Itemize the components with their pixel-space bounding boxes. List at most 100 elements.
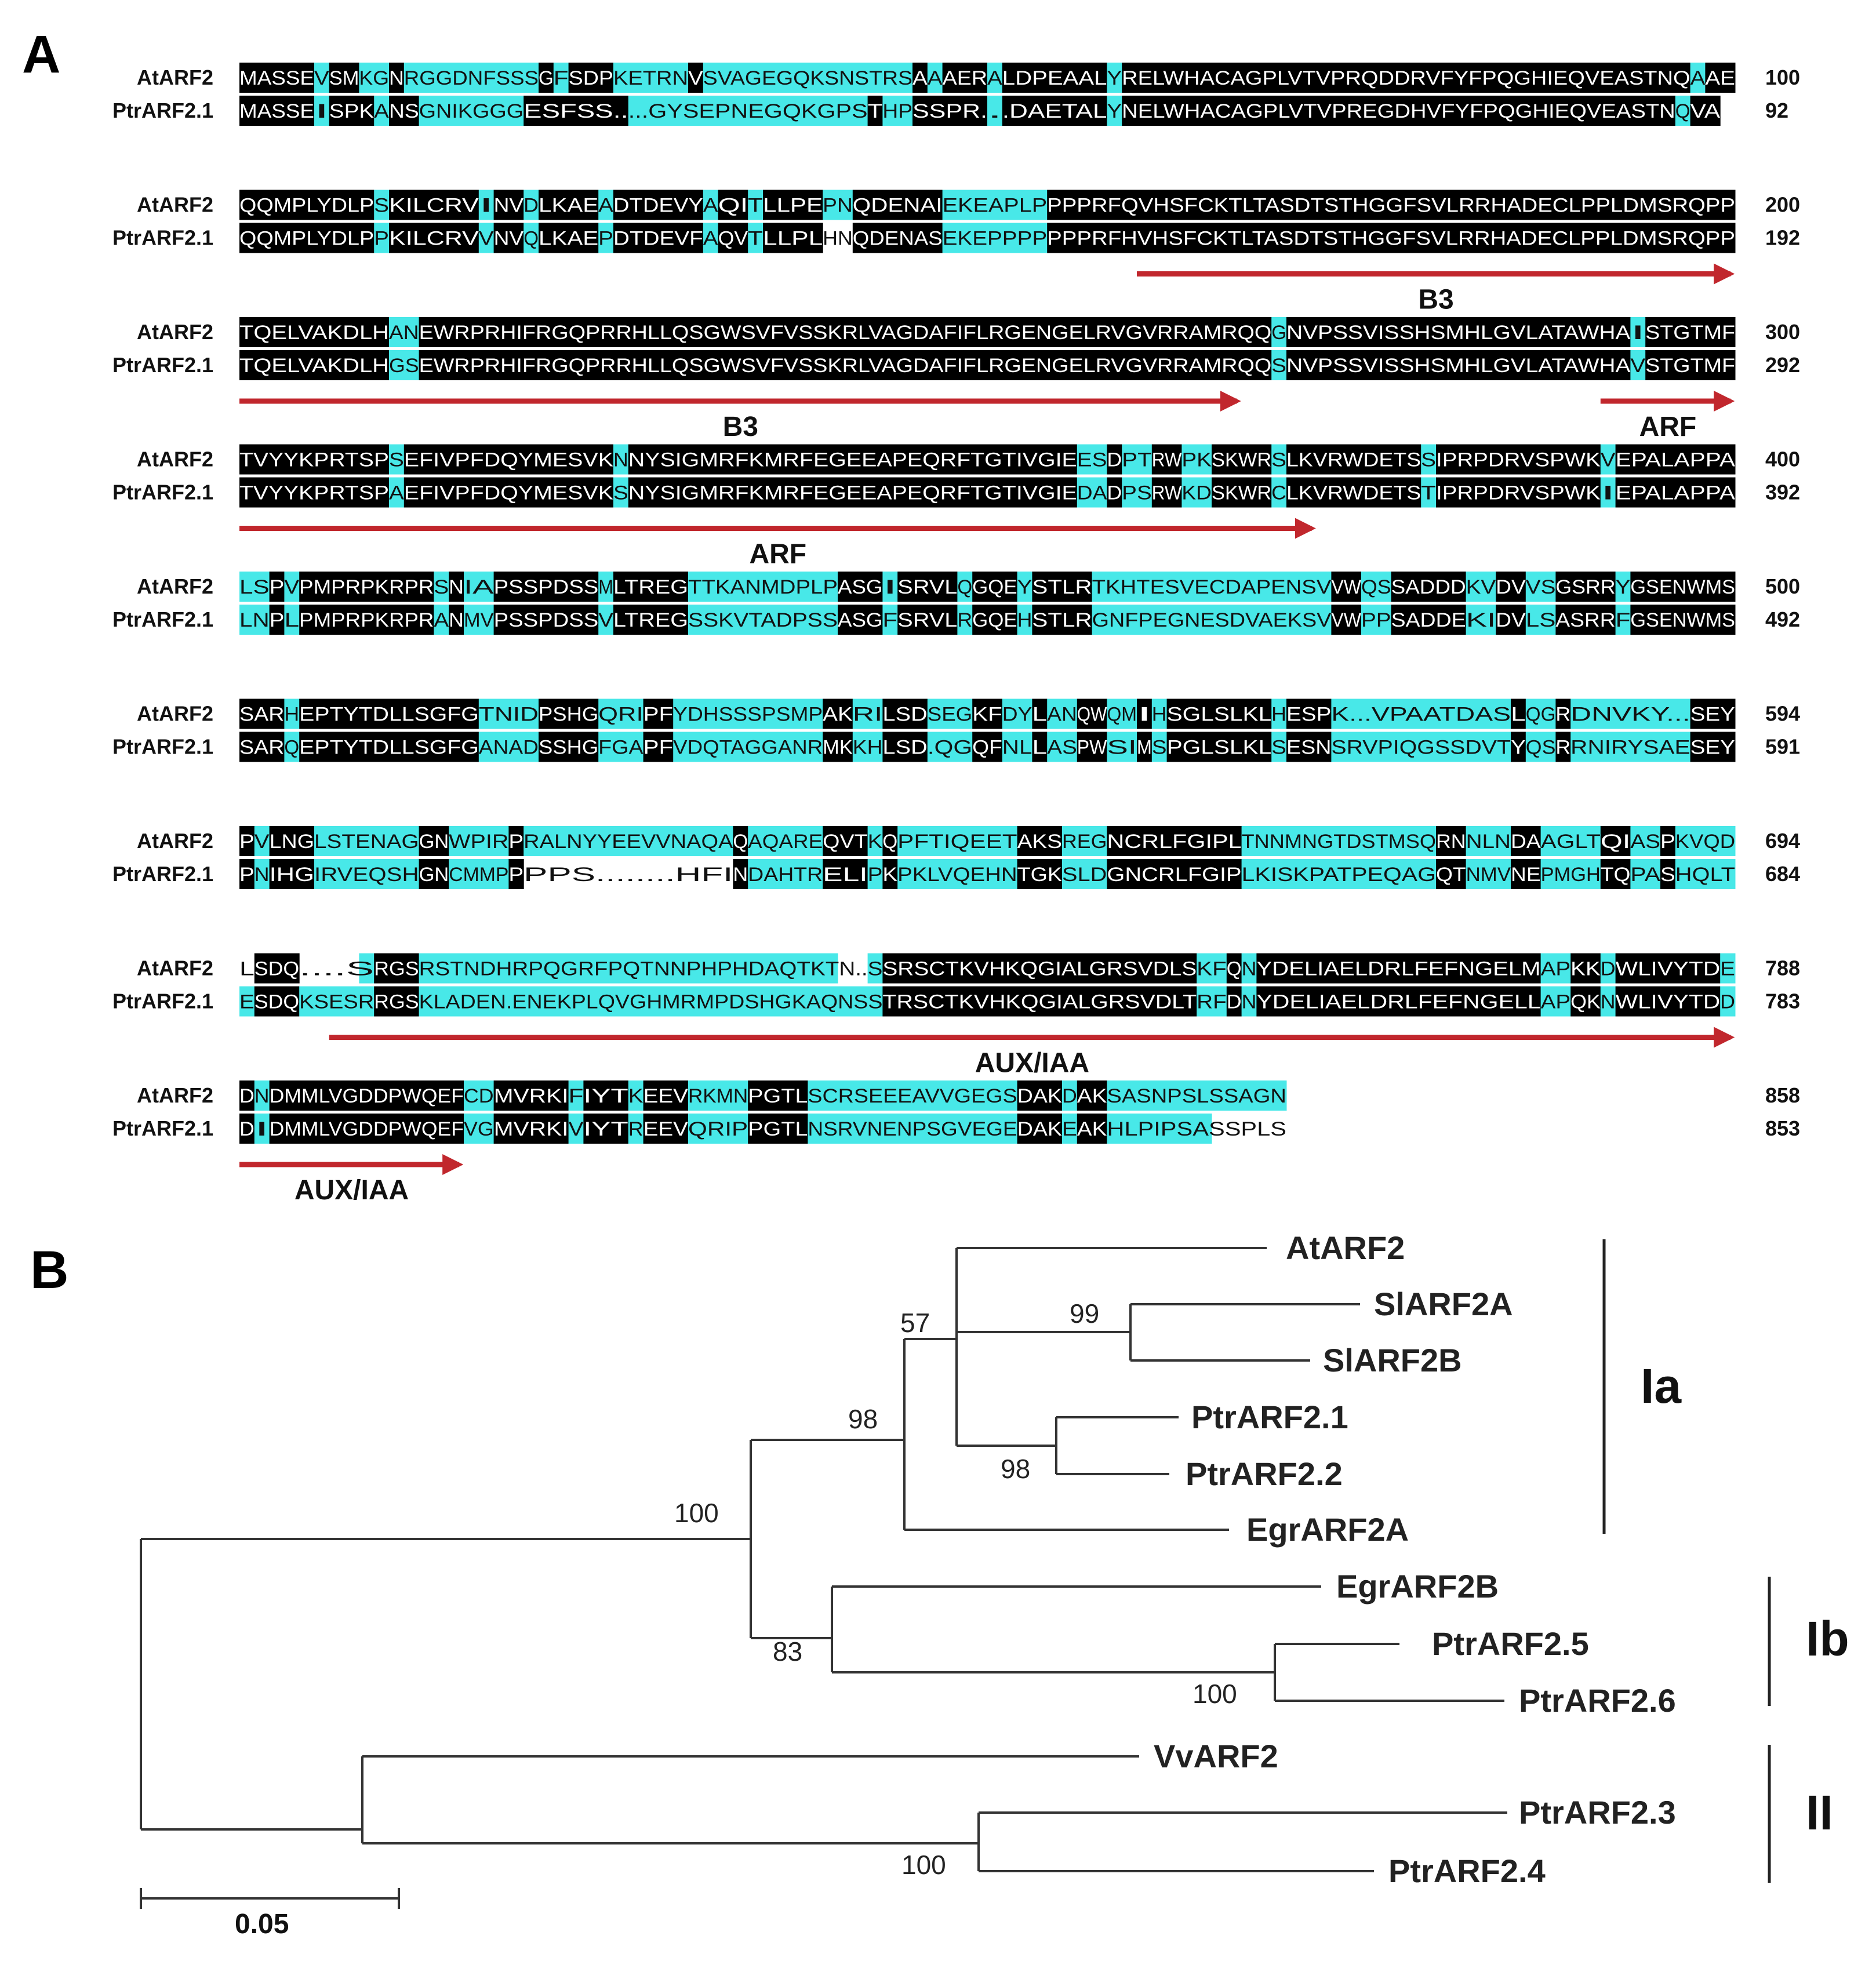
panel-label-a: A: [22, 25, 60, 84]
alignment-row: SAR H EPTYTDLLSGFG TNID PSHG QRI PF YDHSSSPSMP A…: [137, 698, 1800, 729]
identical-residue-block: [539, 223, 599, 253]
residue-run: PW: [1077, 737, 1107, 759]
residue-run: RGS: [374, 991, 419, 1013]
residue-run: T: [748, 228, 763, 250]
residue-run: NE: [1511, 864, 1541, 886]
residue-run: RN: [1436, 831, 1466, 853]
identical-residue-block: [942, 63, 988, 93]
alignment-row: TQELVAKDLH AN EWRPRHIFRGQPRRHLLQSGWSVFVSSK…: [137, 317, 1800, 347]
taxon-label: AtARF2: [1286, 1229, 1405, 1266]
residue-run: EKEPPPP: [943, 228, 1048, 250]
residue-run: A: [928, 67, 943, 89]
identical-residue-block: [643, 732, 674, 762]
residue-run: KF: [1197, 958, 1227, 980]
similar-residue-block: [1540, 986, 1571, 1017]
identical-residue-block: [1002, 96, 1107, 126]
residue-run: P: [508, 831, 523, 853]
similar-residue-block: [703, 63, 913, 93]
identical-residue-block: [613, 605, 689, 635]
similar-residue-block: [867, 953, 883, 984]
similar-residue-block: [464, 1114, 495, 1144]
similar-residue-block: [419, 986, 883, 1017]
similar-residue-block: [867, 859, 883, 889]
residue-run: RGGDNFSSS: [404, 67, 539, 89]
identical-residue-block: [508, 826, 524, 856]
identical-residue-block: [389, 223, 479, 253]
similar-residue-block: [1017, 605, 1032, 635]
similar-residue-block: [1570, 698, 1691, 729]
identical-residue-block: [1032, 572, 1093, 602]
residue-run: AK: [823, 704, 853, 726]
residue-run: A: [434, 609, 449, 631]
similar-residue-block: [942, 223, 1048, 253]
similar-residue-block: [1466, 572, 1496, 602]
residue-run: I: [1601, 482, 1616, 504]
residue-run: N: [449, 609, 464, 631]
similar-residue-block: [1525, 732, 1556, 762]
identical-residue-block: [643, 1080, 689, 1111]
residue-run: EEV: [643, 1118, 689, 1140]
similar-residue-block: [1181, 477, 1212, 508]
residue-run: SSHG: [539, 737, 598, 759]
similar-residue-block: [1615, 605, 1631, 635]
similar-residue-block: [1271, 317, 1287, 347]
residue-run: YDELIAELDRLFEFNGELL: [1256, 991, 1540, 1013]
residue-run: AS: [1047, 737, 1077, 759]
identical-residue-block: [643, 1114, 689, 1144]
taxon-label: PtrARF2.3: [1519, 1794, 1676, 1831]
similar-residue-block: [389, 444, 405, 475]
residue-run: HP: [882, 100, 912, 122]
similar-residue-block: [284, 572, 300, 602]
sequence-name: PtrARF2.1: [112, 1116, 213, 1140]
residue-run: SRVL: [897, 576, 957, 598]
identical-residue-block: [1600, 859, 1631, 889]
residue-run: M: [598, 576, 613, 598]
similar-residue-block: [239, 605, 270, 635]
similar-residue-block: [1525, 698, 1556, 729]
identical-residue-block: [299, 572, 434, 602]
alignment-row: L SDQ ....S RGS RSTNDHRPQGRFPQTNNPHPHDAQTKTN…: [137, 953, 1800, 984]
identical-residue-block: [823, 698, 853, 729]
alignment-row: LN P L PMPRPKRPR A N MV PSSPDSS V LTREG SSKVTADPSS…: [112, 605, 1800, 635]
identical-residue-block: [1570, 953, 1601, 984]
residue-run: DA: [1511, 831, 1541, 853]
residue-run: Q: [284, 737, 299, 759]
residue-run: SGLSLKL: [1167, 704, 1272, 726]
residue-run: QRI: [598, 704, 643, 726]
identical-residue-block: [269, 1080, 464, 1111]
residue-run: R: [628, 1118, 643, 1140]
residue-run: QG: [1526, 704, 1556, 726]
residue-run: CD: [464, 1085, 494, 1107]
residue-run: LTREG: [613, 576, 688, 598]
residue-run: IA: [464, 576, 494, 598]
identical-residue-block: [299, 605, 434, 635]
similar-residue-block: [1271, 698, 1287, 729]
residue-run: DTDEVY: [613, 195, 703, 217]
residue-run: REG: [1062, 831, 1107, 853]
identical-residue-block: [628, 444, 1078, 475]
residue-run: SCRSEEEAVVGEGS: [808, 1085, 1017, 1107]
residue-run: AGLT: [1541, 831, 1601, 853]
residue-run: S: [434, 576, 449, 598]
alignment-block: D N DMMLVGDDPWQEF CD MVRKI F IYT K EEV RKMN PGTL SC…: [112, 1080, 1800, 1206]
residue-run: MVRKI: [494, 1118, 569, 1140]
taxon-label: EgrARF2A: [1246, 1511, 1409, 1548]
position-number: 594: [1765, 702, 1800, 726]
identical-residue-block: [1436, 859, 1467, 889]
alignment-row: TQELVAKDLH GS EWRPRHIFRGQPRRHLLQSGWSVFVSSK…: [112, 350, 1800, 380]
identical-residue-block: [1032, 698, 1048, 729]
identical-residue-block: [613, 572, 689, 602]
alignment-block: LS P V PMPRPKRPR S N IA PSSPDSS M LTREG TTKANMDPLP…: [112, 572, 1800, 635]
identical-residue-block: [239, 732, 285, 762]
residue-run: F: [1616, 609, 1631, 631]
similar-residue-block: [1002, 698, 1032, 729]
residue-run: NELWHACAGPLVTVPREGDHVFYFPQGHIEQVEASTN: [1122, 100, 1675, 122]
identical-residue-block: [1690, 732, 1736, 762]
similar-residue-block: [1241, 859, 1437, 889]
similar-residue-block: [1107, 63, 1122, 93]
residue-run: E: [1062, 1118, 1077, 1140]
similar-residue-block: [389, 350, 420, 380]
residue-run: NMV: [1466, 864, 1511, 886]
position-number: 392: [1765, 481, 1800, 504]
residue-run: Q: [957, 576, 972, 598]
